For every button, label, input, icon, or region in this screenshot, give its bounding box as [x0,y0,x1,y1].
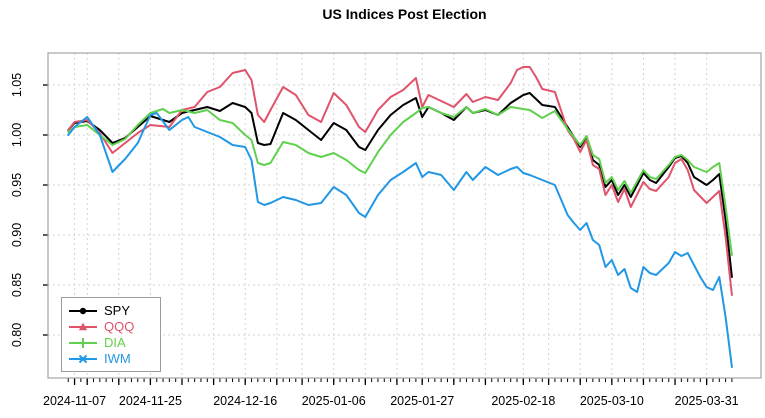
legend-item-qqq: QQQ [68,319,154,335]
x-tick-label: 2025-03-31 [675,394,739,408]
legend-label-spy: SPY [104,303,131,318]
x-tick-label: 2025-01-06 [302,394,366,408]
x-tick-label: 2025-01-27 [390,394,454,408]
y-tick-label: 0.90 [10,223,24,247]
iwm-line-asterisk-icon [69,354,97,364]
legend-item-iwm: IWM [68,351,154,367]
series-line-dia [67,106,733,256]
plot-box [47,52,762,379]
series-line-qqq [67,66,733,296]
legend-label-qqq: QQQ [104,319,135,334]
series-line-iwm [67,112,733,368]
dia-line-plus-icon [69,338,97,348]
legend-box: SPY QQQ DIA IWM [61,297,161,372]
x-tick-label: 2024-11-07 [43,394,106,408]
chart-title: US Indices Post Election [322,6,487,22]
x-tick-label: 2025-02-18 [491,394,555,408]
spy-line-circle-icon [69,307,97,315]
y-tick-label: 0.80 [10,323,24,347]
y-axis: 0.80 0.85 0.90 0.95 1.00 1.05 [10,73,48,347]
y-tick-label: 1.00 [10,123,24,147]
qqq-line-triangle-icon [69,322,97,331]
y-tick-label: 1.05 [10,73,24,97]
x-tick-label: 2024-11-25 [119,394,182,408]
x-tick-label: 2025-03-10 [580,394,644,408]
x-tick-label: 2024-12-16 [213,394,277,408]
y-tick-label: 0.95 [10,173,24,197]
y-tick-label: 0.85 [10,273,24,297]
legend-item-dia: DIA [68,335,154,351]
legend-label-iwm: IWM [104,351,131,366]
legend-label-dia: DIA [104,335,126,350]
series-line-spy [67,92,733,278]
x-axis: 2024-11-07 2024-11-25 2024-12-16 2025-01-06… [43,378,739,408]
legend-item-spy: SPY [68,303,154,319]
